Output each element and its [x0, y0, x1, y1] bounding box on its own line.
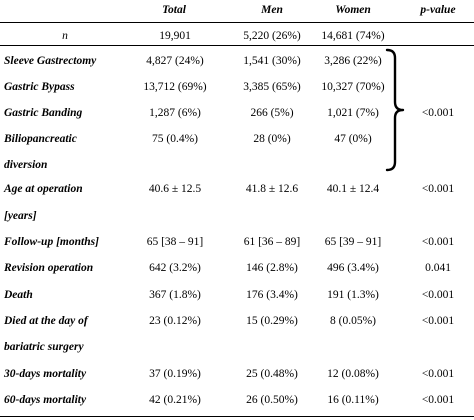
- row-total: 65 [38 – 91]: [146, 236, 204, 248]
- bottom-rule: [0, 416, 474, 417]
- row-men: 15 (0.29%): [246, 315, 298, 327]
- n-total: 19,901: [159, 30, 191, 42]
- row-women: 3,286 (22%): [324, 55, 382, 67]
- row-label: Biliopancreatic: [4, 133, 77, 145]
- row-total: 1,287 (6%): [149, 107, 201, 119]
- row-women: 10,327 (70%): [321, 81, 385, 93]
- row-women: 65 [39 – 91]: [324, 236, 382, 248]
- row-men: 28 (0%): [253, 133, 291, 145]
- row-women: 16 (0.11%): [327, 394, 379, 406]
- row-women: 1,021 (7%): [327, 107, 379, 119]
- row-label: Follow-up [months]: [4, 236, 99, 248]
- row-women: 47 (0%): [334, 133, 372, 145]
- row-p-value: <0.001: [421, 107, 455, 119]
- header-rule: [0, 22, 474, 23]
- row-total: 75 (0.4%): [152, 133, 198, 145]
- row-label: Gastric Bypass: [4, 81, 75, 93]
- header-men: Men: [261, 4, 283, 16]
- row-total: 367 (1.8%): [149, 289, 201, 301]
- row-total: 4,827 (24%): [146, 55, 204, 67]
- n-women: 14,681 (74%): [321, 30, 385, 42]
- row-women: 40.1 ± 12.4: [326, 183, 380, 195]
- row-label: Died at the day of: [4, 315, 88, 327]
- row-label-continued: diversion: [4, 159, 48, 171]
- row-label: Gastric Banding: [4, 107, 83, 119]
- row-p-value: <0.001: [421, 368, 455, 380]
- header-p-value: p-value: [420, 4, 456, 16]
- row-men: 266 (5%): [250, 107, 294, 119]
- row-men: 41.8 ± 12.6: [245, 183, 299, 195]
- row-men: 61 [36 – 89]: [243, 236, 301, 248]
- row-label: Age at operation: [4, 183, 83, 195]
- row-men: 26 (0.50%): [246, 394, 298, 406]
- n-men: 5,220 (26%): [243, 30, 301, 42]
- grouping-brace: [385, 48, 405, 172]
- row-label: 60-days mortality: [4, 394, 87, 406]
- row-p-value: <0.001: [421, 394, 455, 406]
- row-label: Revision operation: [4, 262, 94, 274]
- row-men: 3,385 (65%): [243, 81, 301, 93]
- row-label-continued: bariatric surgery: [4, 341, 84, 353]
- row-total: 23 (0.12%): [149, 315, 201, 327]
- row-label-continued: [years]: [4, 210, 37, 222]
- row-men: 146 (2.8%): [246, 262, 298, 274]
- row-men: 176 (3.4%): [246, 289, 298, 301]
- row-label: Death: [4, 289, 33, 301]
- row-women: 8 (0.05%): [330, 315, 376, 327]
- row-p-value: <0.001: [421, 236, 455, 248]
- row-total: 13,712 (69%): [143, 81, 207, 93]
- header-women: Women: [335, 4, 371, 16]
- row-women: 12 (0.08%): [327, 368, 379, 380]
- n-label: n: [62, 30, 68, 42]
- row-men: 1,541 (30%): [243, 55, 301, 67]
- row-total: 40.6 ± 12.5: [148, 183, 202, 195]
- row-women: 191 (1.3%): [327, 289, 379, 301]
- row-total: 42 (0.21%): [149, 394, 201, 406]
- n-rule: [0, 45, 474, 46]
- row-p-value: <0.001: [421, 183, 455, 195]
- row-label: 30-days mortality: [4, 368, 87, 380]
- row-men: 25 (0.48%): [246, 368, 298, 380]
- row-total: 642 (3.2%): [149, 262, 201, 274]
- row-p-value: <0.001: [421, 315, 455, 327]
- row-total: 37 (0.19%): [149, 368, 201, 380]
- row-women: 496 (3.4%): [327, 262, 379, 274]
- header-total: Total: [162, 4, 186, 16]
- row-label: Sleeve Gastrectomy: [4, 55, 97, 67]
- row-p-value: 0.041: [425, 262, 451, 274]
- row-p-value: <0.001: [421, 289, 455, 301]
